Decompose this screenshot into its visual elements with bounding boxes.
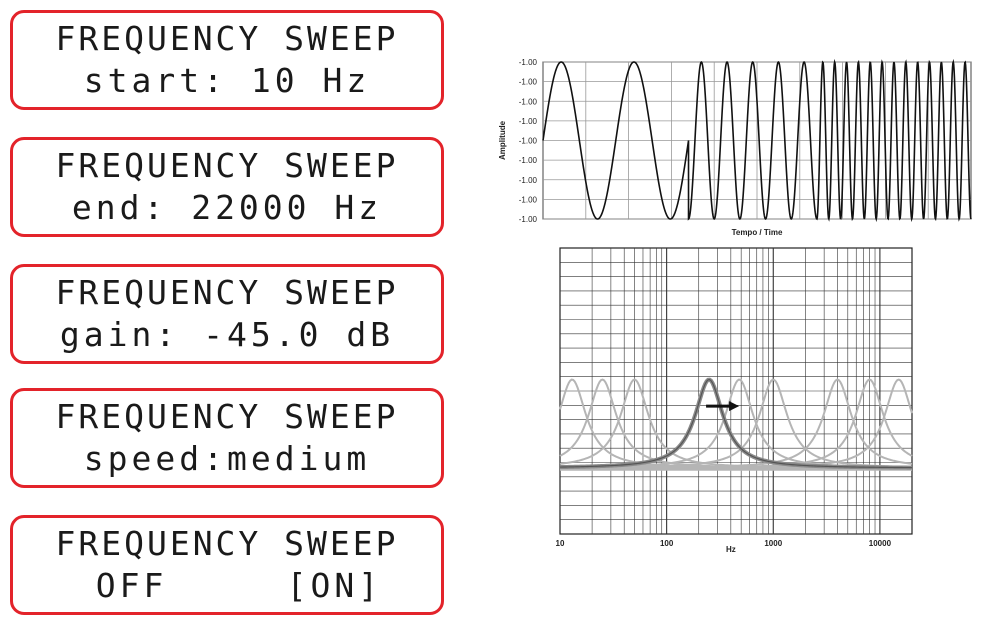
waveform-chart: -1.00 -1.00 -1.00 -1.00 -1.00 -1.00 -1.00 -1.00… (495, 52, 985, 242)
sweep-gain-display: FREQUENCY SWEEP gain: -45.0 dB (10, 264, 444, 364)
y-tick-label: -1.00 (519, 156, 538, 165)
y-axis-label: Amplitude (498, 120, 507, 160)
sweep-start-display: FREQUENCY SWEEP start: 10 Hz (10, 10, 444, 110)
frequency-response-chart: 10 100 1000 10000 Hz (540, 246, 920, 558)
sweep-onoff-display: FREQUENCY SWEEP OFF [ON] (10, 515, 444, 615)
y-tick-label: -1.00 (519, 215, 538, 224)
waveform-svg: -1.00 -1.00 -1.00 -1.00 -1.00 -1.00 -1.00 -1.00… (498, 58, 972, 237)
y-tick-label: -1.00 (519, 78, 538, 87)
waveform-line (542, 58, 972, 223)
y-tick-label: -1.00 (519, 58, 538, 67)
display-title: FREQUENCY SWEEP (55, 146, 399, 185)
y-tick-label: -1.00 (519, 195, 538, 204)
y-tick-label: -1.00 (519, 97, 538, 106)
display-value: end: 22000 Hz (71, 188, 383, 227)
x-tick-label: 100 (660, 539, 674, 548)
display-value: speed:medium (83, 439, 371, 478)
frequency-response-svg: 10 100 1000 10000 Hz (556, 247, 913, 554)
display-value: start: 10 Hz (83, 61, 371, 100)
display-title: FREQUENCY SWEEP (55, 397, 399, 436)
display-title: FREQUENCY SWEEP (55, 524, 399, 563)
display-title: FREQUENCY SWEEP (55, 19, 399, 58)
sweep-speed-display: FREQUENCY SWEEP speed:medium (10, 388, 444, 488)
x-tick-label: 10 (556, 539, 565, 548)
y-tick-label: -1.00 (519, 176, 538, 185)
x-tick-label: 10000 (869, 539, 892, 548)
sweep-end-display: FREQUENCY SWEEP end: 22000 Hz (10, 137, 444, 237)
highlighted-peak-core (559, 379, 913, 469)
display-value: gain: -45.0 dB (59, 315, 395, 354)
x-tick-label: 1000 (764, 539, 782, 548)
arrow-head-icon (729, 401, 740, 412)
y-tick-label: -1.00 (519, 137, 538, 146)
y-tick-label: -1.00 (519, 117, 538, 126)
x-axis-label: Hz (726, 545, 736, 554)
display-value: OFF [ON] (71, 566, 383, 605)
display-title: FREQUENCY SWEEP (55, 273, 399, 312)
x-axis-label: Tempo / Time (732, 228, 783, 237)
